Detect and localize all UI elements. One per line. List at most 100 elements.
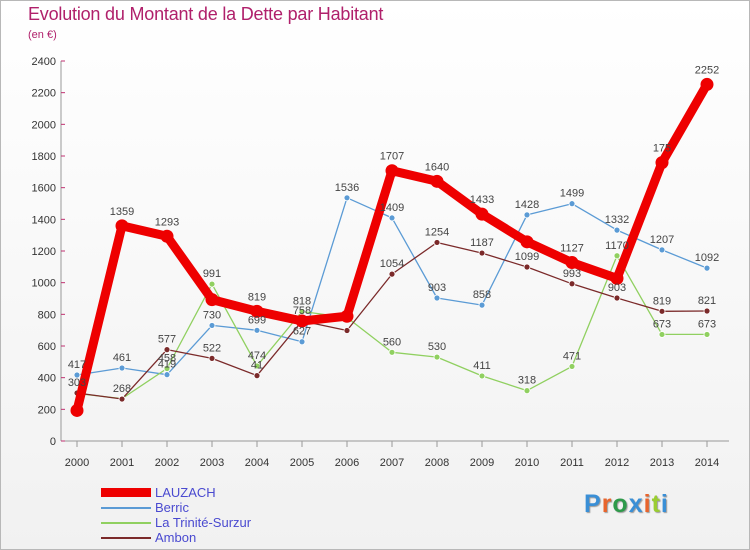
data-point-berric: [118, 364, 126, 372]
data-point-la-trinit-surzur: [478, 372, 486, 380]
logo-letter: r: [601, 490, 613, 518]
data-label-ambon: 758: [293, 305, 311, 317]
data-label-lauzach: 1433: [470, 194, 494, 206]
data-label-lauzach: 1359: [110, 206, 134, 218]
data-point-lauzach: [160, 229, 174, 243]
proxiti-logo: Proxiti: [584, 490, 669, 519]
y-axis-tick-labels: 0 200 400 600 800 1000 1200 1400 1600 1800 2000 220…: [32, 56, 56, 448]
data-point-ambon: [478, 249, 486, 257]
x-tick-label: 2007: [380, 457, 404, 469]
y-tick-label: 800: [38, 309, 56, 321]
x-tick-label: 2000: [65, 457, 89, 469]
data-label-berric: 858: [473, 289, 491, 301]
legend-label: Berric: [155, 500, 189, 515]
data-point-lauzach: [295, 314, 309, 328]
data-point-berric: [73, 371, 81, 379]
data-label-ambon: 268: [113, 383, 131, 395]
data-point-berric: [163, 371, 171, 379]
data-label-berric: 903: [428, 282, 446, 294]
data-point-ambon: [658, 307, 666, 315]
data-point-ambon: [388, 270, 396, 278]
legend-swatch-la-trinite-surzur: [101, 522, 151, 524]
data-point-la-trinit-surzur: [523, 387, 531, 395]
data-point-berric: [343, 194, 351, 202]
x-tick-label: 2011: [560, 457, 584, 469]
data-point-lauzach: [565, 256, 579, 270]
data-point-berric: [253, 326, 261, 334]
data-point-berric: [613, 226, 621, 234]
legend-label: LAUZACH: [155, 485, 216, 500]
x-tick-label: 2013: [650, 457, 674, 469]
data-point-berric: [478, 301, 486, 309]
data-point-lauzach: [430, 174, 444, 188]
data-label-berric: 699: [248, 314, 266, 326]
data-label-berric: 417: [68, 359, 86, 371]
data-point-lauzach: [340, 309, 354, 323]
data-point-lauzach: [250, 304, 264, 318]
data-labels: 417 461 419 730 699 627 1536 1409 903 858 1428 1499…: [68, 64, 719, 395]
data-label-ambon: 1054: [380, 258, 404, 270]
x-tick-label: 2006: [335, 457, 359, 469]
data-point-la-trinit-surzur: [208, 280, 216, 288]
y-tick-label: 1600: [32, 183, 56, 195]
data-point-ambon: [163, 346, 171, 354]
data-label-la-trinit-surzur: 1170: [605, 240, 629, 252]
data-label-berric: 1499: [560, 188, 584, 200]
data-label-lauzach: 1293: [155, 216, 179, 228]
data-label-ambon: 303: [68, 377, 86, 389]
data-point-lauzach: [70, 403, 84, 417]
x-tick-label: 2010: [515, 457, 539, 469]
data-label-ambon: 903: [608, 282, 626, 294]
logo-letter: t: [651, 490, 661, 518]
data-point-ambon: [208, 354, 216, 362]
data-label-la-trinit-surzur: 318: [518, 375, 536, 387]
data-point-la-trinit-surzur: [388, 348, 396, 356]
logo-letter: o: [612, 490, 629, 518]
data-label-berric: 1092: [695, 252, 719, 264]
data-label-lauzach: 175: [653, 143, 671, 155]
data-point-ambon: [118, 395, 126, 403]
x-tick-label: 2003: [200, 457, 224, 469]
data-point-ambon: [253, 372, 261, 380]
data-label-la-trinit-surzur: 474: [248, 350, 266, 362]
data-label-ambon: 819: [653, 295, 671, 307]
data-point-ambon: [703, 307, 711, 315]
data-label-berric: 419: [158, 359, 176, 371]
data-point-lauzach: [610, 271, 624, 285]
y-tick-label: 1800: [32, 151, 56, 163]
data-point-berric: [298, 338, 306, 346]
data-label-ambon: 41: [251, 360, 263, 372]
data-label-ambon: 821: [698, 295, 716, 307]
chart-title: Evolution du Montant de la Dette par Hab…: [28, 4, 384, 24]
x-tick-label: 2008: [425, 457, 449, 469]
x-tick-label: 2012: [605, 457, 629, 469]
y-tick-label: 1000: [32, 278, 56, 290]
data-label-ambon: 577: [158, 334, 176, 346]
data-label-lauzach: 819: [248, 291, 266, 303]
data-label-berric: 1207: [650, 234, 674, 246]
data-point-ambon: [523, 263, 531, 271]
data-point-la-trinit-surzur: [658, 331, 666, 338]
y-tick-label: 1400: [32, 214, 56, 226]
data-point-berric: [703, 264, 711, 272]
y-tick-label: 2000: [32, 119, 56, 131]
data-point-ambon: [343, 327, 351, 334]
data-point-ambon: [613, 294, 621, 302]
data-label-la-trinit-surzur: 673: [653, 318, 671, 330]
y-tick-label: 2200: [32, 88, 56, 100]
data-point-lauzach: [115, 219, 129, 233]
data-point-lauzach: [520, 235, 534, 249]
chart-axes: [60, 60, 729, 447]
logo-letter: i: [660, 490, 669, 518]
y-tick-label: 400: [38, 373, 56, 385]
legend-swatch-ambon: [101, 537, 151, 539]
data-label-berric: 1428: [515, 199, 539, 211]
data-label-berric: 1536: [335, 182, 359, 194]
data-label-la-trinit-surzur: 560: [383, 336, 401, 348]
data-point-berric: [208, 322, 216, 329]
legend-swatch-berric: [101, 507, 151, 509]
data-point-la-trinit-surzur: [163, 365, 171, 372]
data-label-la-trinit-surzur: 411: [473, 360, 491, 372]
